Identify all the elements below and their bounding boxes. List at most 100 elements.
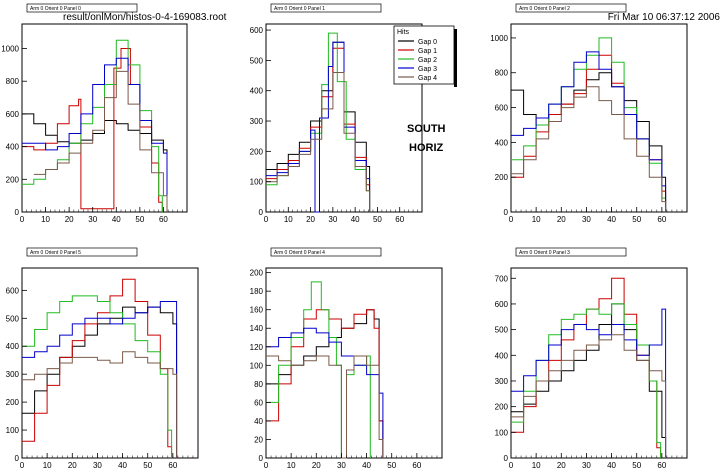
y-tick-label: 0 xyxy=(15,454,20,463)
y-tick-label: 180 xyxy=(250,287,264,296)
y-tick-label: 500 xyxy=(250,56,264,65)
panel-title-box xyxy=(26,247,138,257)
series-gap-4 xyxy=(511,334,667,458)
series-gap-0 xyxy=(511,72,667,212)
panel-frame xyxy=(510,23,688,213)
panel-title-box xyxy=(270,247,382,257)
x-tick-label: 10 xyxy=(41,215,50,224)
y-tick-label: 300 xyxy=(495,377,509,386)
panel-title-box xyxy=(270,3,382,13)
panel-title-box xyxy=(26,3,138,13)
series-gap-3 xyxy=(22,57,168,212)
y-tick-label: 0 xyxy=(259,454,264,463)
y-tick-label: 600 xyxy=(495,300,509,309)
x-tick-label: 30 xyxy=(93,461,102,469)
y-tick-label: 160 xyxy=(250,306,264,315)
legend-entry: Gap 4 xyxy=(418,75,437,82)
histogram-panel-1: Arm 0 Orient 0 Panel 10 10 20 30 40 50 6001002… xyxy=(250,3,423,224)
timestamp: Fri Mar 10 06:37:12 2006 xyxy=(608,12,721,23)
y-tick-label: 200 xyxy=(6,398,20,407)
series-gap-2 xyxy=(266,32,371,212)
panel-title: Arm 0 Orient 0 Panel 3 xyxy=(519,250,570,256)
x-tick-label: 60 xyxy=(395,215,404,224)
legend-entry: Gap 2 xyxy=(418,57,437,64)
annotation-line-2: HORIZ xyxy=(409,142,444,154)
y-tick-label: 600 xyxy=(6,286,20,295)
histogram-panel-5: Arm 0 Orient 0 Panel 30 10 20 30 40 50 6001002… xyxy=(495,247,688,469)
x-tick-label: 10 xyxy=(284,215,293,224)
x-tick-label: 20 xyxy=(557,215,566,224)
panel-frame xyxy=(265,267,443,459)
x-tick-label: 0 xyxy=(509,215,514,224)
y-tick-label: 20 xyxy=(254,435,263,444)
panel-frame xyxy=(21,267,199,459)
series-gap-1 xyxy=(22,48,163,212)
y-tick-label: 300 xyxy=(250,117,264,126)
x-tick-label: 0 xyxy=(20,461,25,469)
x-tick-label: 10 xyxy=(43,461,52,469)
series-gap-4 xyxy=(266,355,384,459)
histogram-panel-4: Arm 0 Orient 0 Panel 4 0 10 20 30 40 50 60 0 20 40… xyxy=(250,247,443,469)
y-tick-label: 0 xyxy=(259,208,264,217)
y-tick-label: 100 xyxy=(6,426,20,435)
panel-title: Arm 0 Orient 0 Panel 0 xyxy=(30,6,81,12)
series-gap-4 xyxy=(33,70,168,212)
x-tick-label: 60 xyxy=(657,215,666,224)
series-gap-1 xyxy=(22,278,173,458)
y-tick-label: 0 xyxy=(15,208,20,217)
y-tick-label: 1000 xyxy=(490,34,508,43)
y-tick-label: 400 xyxy=(495,138,509,147)
x-tick-label: 30 xyxy=(582,215,591,224)
x-tick-label: 10 xyxy=(532,215,541,224)
legend: Hits Gap 0 Gap 1 Gap 2 Gap 3 Gap 4 xyxy=(393,25,457,87)
x-tick-label: 60 xyxy=(412,461,421,469)
panel-frame xyxy=(510,267,688,459)
y-tick-label: 200 xyxy=(495,403,509,412)
y-tick-label: 1000 xyxy=(1,45,19,54)
series-gap-2 xyxy=(511,37,667,212)
y-tick-label: 400 xyxy=(495,351,509,360)
x-tick-label: 40 xyxy=(362,461,371,469)
panel-title: Arm 0 Orient 0 Panel 4 xyxy=(274,250,325,256)
x-tick-label: 0 xyxy=(264,461,269,469)
series-gap-4 xyxy=(22,351,178,458)
x-tick-label: 60 xyxy=(168,461,177,469)
panel-title-box xyxy=(515,3,627,13)
x-tick-label: 30 xyxy=(582,461,591,469)
y-tick-label: 40 xyxy=(254,417,263,426)
y-tick-label: 600 xyxy=(495,104,509,113)
panel-title-box xyxy=(515,247,627,257)
y-tick-label: 800 xyxy=(495,69,509,78)
histogram-panel-3: Arm 0 Orient 0 Panel 50 10 20 30 40 50 6001002… xyxy=(6,247,199,469)
file-label: result/onlMon/histos-0-4-169083.root xyxy=(63,12,227,23)
legend-title: Hits xyxy=(397,29,410,36)
series-gap-3 xyxy=(511,51,667,212)
x-tick-label: 20 xyxy=(306,215,315,224)
x-tick-label: 20 xyxy=(68,461,77,469)
histogram-panel-0: Arm 0 Orient 0 Panel 00 10 20 30 40 50 6002004… xyxy=(1,3,188,224)
y-tick-label: 120 xyxy=(250,343,264,352)
x-tick-label: 30 xyxy=(328,215,337,224)
x-tick-label: 50 xyxy=(373,215,382,224)
y-tick-label: 400 xyxy=(250,87,264,96)
series-gap-0 xyxy=(22,113,168,212)
series-gap-1 xyxy=(511,277,662,458)
x-tick-label: 20 xyxy=(65,215,74,224)
series-gap-2 xyxy=(22,39,163,212)
series-gap-3 xyxy=(511,308,667,458)
y-tick-label: 500 xyxy=(6,314,20,323)
series-gap-1 xyxy=(266,47,371,212)
y-tick-label: 200 xyxy=(495,173,509,182)
y-tick-label: 200 xyxy=(6,175,20,184)
series-gap-1 xyxy=(511,54,667,212)
y-tick-label: 100 xyxy=(250,178,264,187)
y-tick-label: 0 xyxy=(504,208,509,217)
x-tick-label: 40 xyxy=(607,215,616,224)
x-tick-label: 0 xyxy=(509,461,514,469)
x-tick-label: 20 xyxy=(557,461,566,469)
histogram-panel-2: Arm 0 Orient 0 Panel 20 10 20 30 40 50 6002004… xyxy=(490,3,688,224)
y-tick-label: 60 xyxy=(254,398,263,407)
panel-title: Arm 0 Orient 0 Panel 2 xyxy=(519,6,570,12)
x-tick-label: 30 xyxy=(337,461,346,469)
legend-shadow xyxy=(454,29,457,87)
